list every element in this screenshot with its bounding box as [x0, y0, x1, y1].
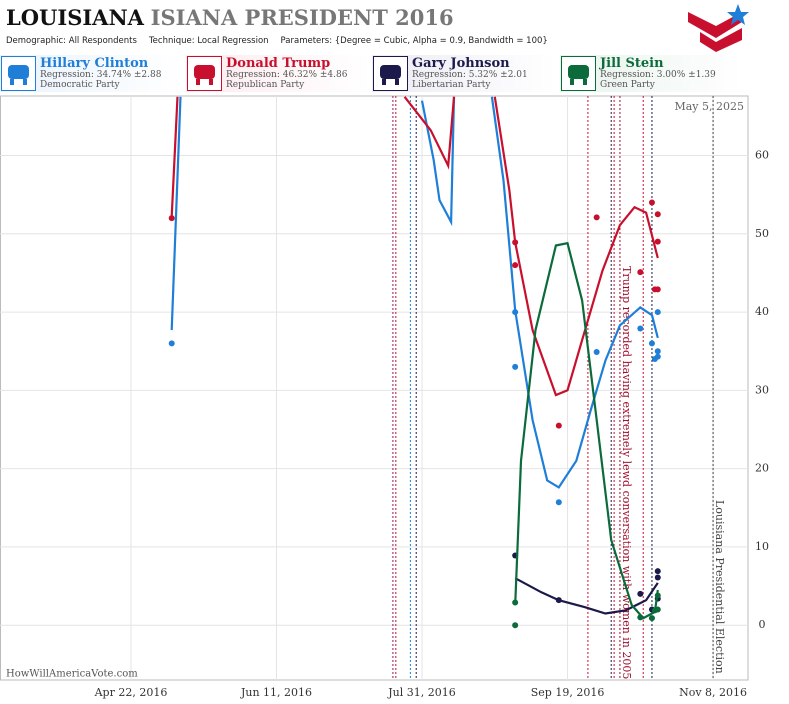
poll-point: [512, 239, 519, 246]
title-bold: LOUISIANA: [6, 5, 145, 30]
poll-point: [637, 269, 644, 276]
legend-regression: Regression: 3.00% ±1.39: [600, 70, 716, 80]
y-tick-label: 30: [755, 383, 769, 396]
y-tick-label: 0: [759, 618, 766, 631]
x-tick-label: Sep 19, 2016: [531, 686, 605, 699]
poll-point: [654, 309, 661, 316]
fit-line: [514, 241, 659, 620]
y-tick-label: 10: [755, 540, 769, 553]
poll-point: [512, 363, 519, 370]
legend-name: Hillary Clinton: [40, 56, 149, 71]
logo: [688, 4, 749, 52]
title: LOUISIANA ISIANA PRESIDENT 2016: [6, 5, 454, 30]
x-tick-label: Nov 8, 2016: [679, 686, 747, 699]
poll-point: [555, 499, 562, 506]
poll-point: [168, 215, 175, 222]
legend-regression: Regression: 34.74% ±2.88: [40, 70, 162, 80]
legend-card: Donald Trump Regression: 46.32% ±4.86 Re…: [186, 55, 370, 92]
poll-point: [512, 599, 519, 606]
legend-name: Donald Trump: [226, 56, 331, 71]
poll-point: [648, 199, 655, 206]
poll-point: [555, 422, 562, 429]
poll-point: [168, 340, 175, 347]
legend-card: Jill Stein Regression: 3.00% ±1.39 Green…: [560, 55, 744, 92]
label: Demographic:: [6, 36, 66, 46]
poll-point: [637, 325, 644, 332]
poll-point: [648, 615, 655, 622]
y-tick-label: 60: [755, 148, 769, 161]
poll-point: [512, 309, 519, 316]
poll-point: [654, 348, 661, 355]
poll-point: [651, 356, 658, 363]
party-icon: [1, 56, 36, 91]
poll-point: [651, 607, 658, 614]
legend-regression: Regression: 46.32% ±4.86: [226, 70, 348, 80]
legend-name: Gary Johnson: [412, 56, 510, 71]
x-tick-label: Jun 11, 2016: [240, 686, 312, 699]
annotation: Louisiana Presidential Election: [713, 500, 726, 674]
label: Parameters:: [281, 36, 333, 46]
annotation: Trump recorded having extremely lewd con…: [620, 266, 633, 679]
value: Local Regression: [197, 36, 268, 46]
legend-party: Republican Party: [226, 80, 305, 90]
poll-point: [648, 340, 655, 347]
party-icon: [373, 56, 408, 91]
fit-line: [170, 96, 659, 397]
poll-point: [654, 211, 661, 218]
legend-party: Green Party: [600, 80, 655, 90]
legend-party: Democratic Party: [40, 80, 120, 90]
poll-point: [593, 214, 600, 221]
party-icon: [561, 56, 596, 91]
x-tick-label: Jul 31, 2016: [387, 686, 456, 699]
x-tick-label: Apr 22, 2016: [94, 686, 168, 699]
watermark: HowWillAmericaVote.com: [6, 669, 138, 680]
title-rest: ISIANA PRESIDENT 2016: [151, 5, 454, 30]
poll-point: [555, 597, 562, 604]
plot-frame: [0, 95, 749, 681]
y-tick-label: 20: [755, 462, 769, 475]
legend-regression: Regression: 5.32% ±2.01: [412, 70, 528, 80]
poll-point: [637, 590, 644, 597]
y-tick-label: 50: [755, 227, 769, 240]
date-stamp: May 5, 2025: [674, 100, 744, 113]
label: Technique:: [148, 36, 195, 46]
poll-point: [654, 568, 661, 575]
poll-point: [512, 622, 519, 629]
poll-point: [654, 286, 661, 293]
poll-point: [512, 262, 519, 269]
y-tick-label: 40: [755, 305, 769, 318]
subtitle: Demographic: All Respondents Technique: L…: [6, 36, 548, 46]
legend-name: Jill Stein: [600, 56, 664, 71]
poll-point: [654, 574, 661, 581]
legend-party: Libertarian Party: [412, 80, 491, 90]
party-icon: [187, 56, 222, 91]
legend-card: Hillary Clinton Regression: 34.74% ±2.88…: [0, 55, 184, 92]
poll-point: [593, 348, 600, 355]
value: All Respondents: [69, 36, 138, 46]
poll-point: [654, 238, 661, 245]
legend-card: Gary Johnson Regression: 5.32% ±2.01 Lib…: [372, 55, 556, 92]
value: {Degree = Cubic, Alpha = 0.9, Bandwidth …: [335, 36, 548, 46]
poll-point: [637, 614, 644, 621]
poll-point: [654, 592, 661, 599]
fit-line: [514, 577, 659, 615]
